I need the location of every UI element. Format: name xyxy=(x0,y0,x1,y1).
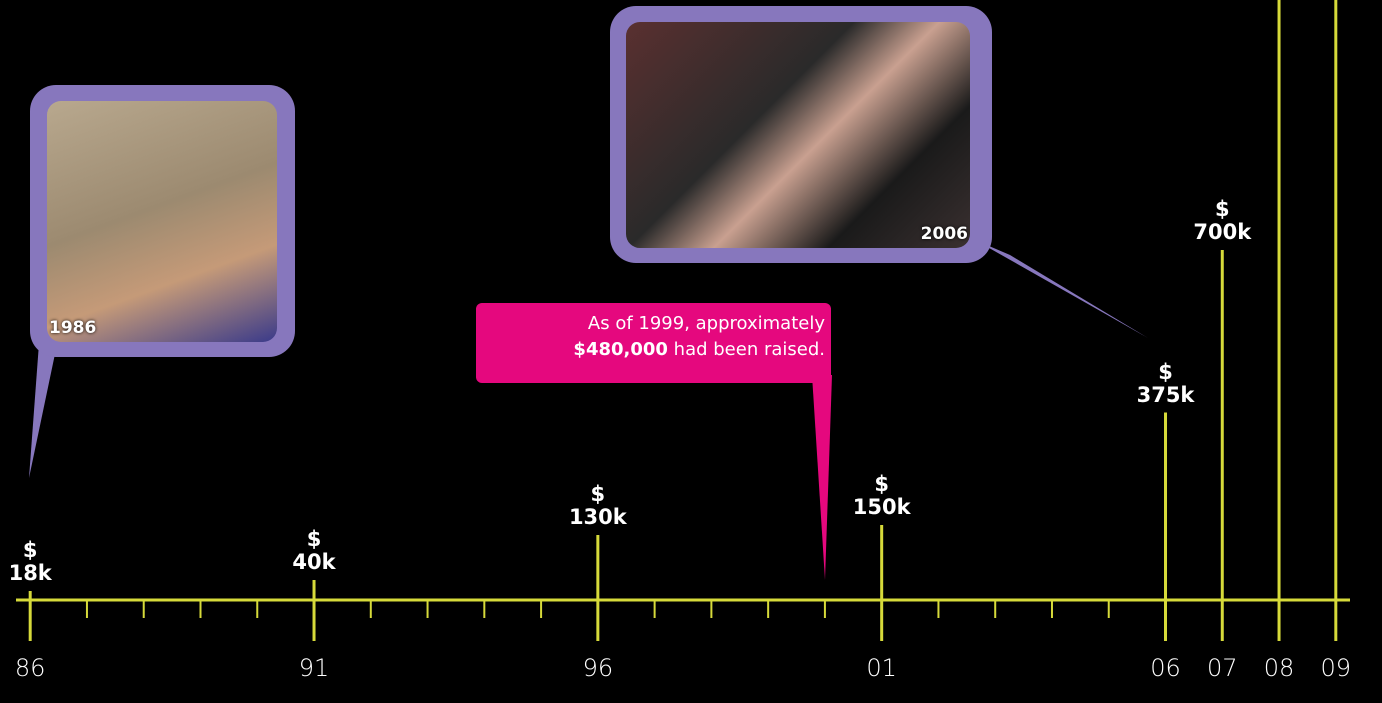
callout-bold: $480,000 xyxy=(573,339,668,360)
callout-line: $480,000 had been raised. xyxy=(482,337,825,363)
photo-caption: 2006 xyxy=(921,224,968,244)
photo-caption: 1986 xyxy=(49,318,96,338)
callout-text: As of 1999, approximately xyxy=(482,311,825,337)
value-label: $ 150k xyxy=(822,473,942,519)
x-tick-label: 96 xyxy=(568,654,628,682)
photo-pointer xyxy=(975,240,1148,338)
value-label: $ 130k xyxy=(538,483,658,529)
photo: 1986 xyxy=(47,101,277,342)
value-label: $ 700k xyxy=(1162,198,1282,244)
x-tick-label: 09 xyxy=(1306,654,1366,682)
callout-text: had been raised. xyxy=(674,339,825,360)
x-tick-label: 86 xyxy=(0,654,60,682)
page: 1986 2006 As of 1999, approximately $480… xyxy=(0,0,1382,703)
x-tick-label: 08 xyxy=(1249,654,1309,682)
x-tick-label: 06 xyxy=(1136,654,1196,682)
x-tick-label: 91 xyxy=(284,654,344,682)
x-tick-label: 01 xyxy=(852,654,912,682)
callout: As of 1999, approximately $480,000 had b… xyxy=(476,303,831,383)
x-tick-label: 07 xyxy=(1192,654,1252,682)
value-label: $ 18k xyxy=(0,539,90,585)
photo: 2006 xyxy=(626,22,970,248)
value-label: $ 40k xyxy=(254,528,374,574)
value-label: $ 375k xyxy=(1106,361,1226,407)
